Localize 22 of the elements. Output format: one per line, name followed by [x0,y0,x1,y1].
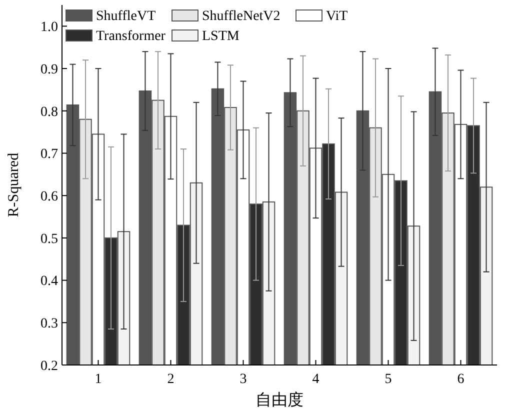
y-axis-title: R-Squared [6,152,22,218]
x-tick-label: 2 [167,372,174,387]
y-tick-label: 0.7 [40,147,58,162]
y-tick-label: 0.4 [40,274,58,290]
y-tick-label: 0.2 [40,358,58,374]
x-tick-label: 6 [457,372,464,387]
y-tick-label: 1.0 [40,20,58,36]
legend-label: ShuffleNetV2 [202,9,280,24]
x-tick-label: 5 [384,372,392,387]
x-tick-label: 4 [312,372,320,387]
legend-label: ShuffleVT [96,9,156,24]
legend-label: LSTM [202,29,240,44]
y-tick-label: 0.8 [40,104,58,120]
x-tick-label: 1 [94,372,102,387]
legend-label: ViT [326,9,348,24]
y-tick-label: 0.3 [40,316,58,332]
x-axis-title: 自由度 [256,390,304,409]
legend-label: Transformer [96,29,166,44]
y-tick-label: 0.5 [40,232,58,247]
x-tick-label: 3 [240,372,247,387]
y-tick-label: 0.6 [40,189,58,204]
y-tick-label: 0.9 [40,62,58,78]
